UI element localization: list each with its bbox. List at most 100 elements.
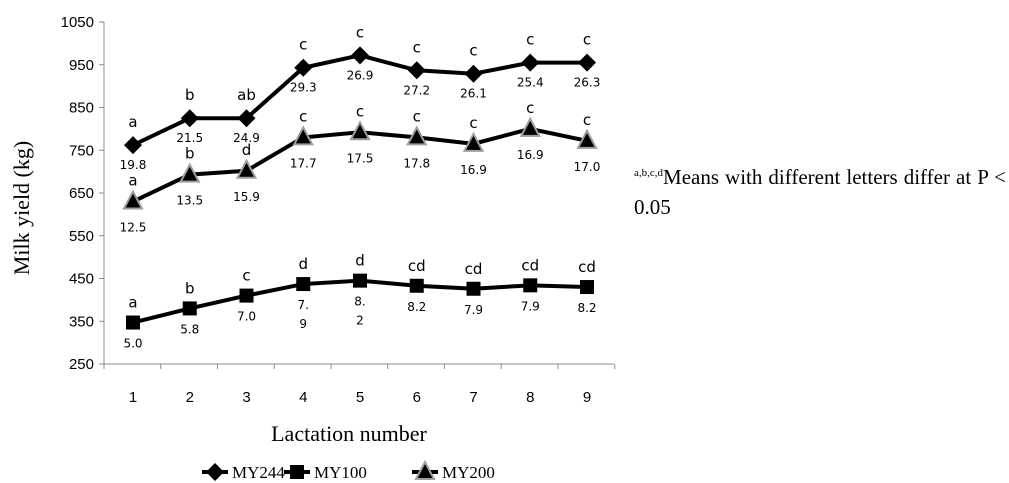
value-label-my100: 7.0 [237, 310, 256, 324]
value-label-line: 26.3 [574, 76, 601, 90]
y-tick-label: 950 [69, 57, 94, 74]
value-label-line: 17.8 [403, 156, 430, 170]
x-tick-label: 2 [186, 389, 194, 406]
footnote-text: Means with different letters differ at P… [634, 165, 1006, 219]
value-label-my200: 16.9 [460, 163, 487, 177]
value-label-line: 27.2 [403, 83, 430, 97]
value-label-line: 9 [299, 317, 307, 331]
value-label-my100: 5.8 [180, 322, 199, 336]
point-my100 [353, 273, 367, 288]
legend-label-my100: MY100 [314, 463, 367, 482]
value-label-line: 16.9 [517, 148, 544, 162]
value-label-my100: 7.9 [464, 303, 483, 317]
letter-label-my244: c [526, 31, 534, 49]
value-label-line: 8. [354, 295, 365, 309]
legend-label-my244: MY244 [232, 463, 285, 482]
y-tick-label: 250 [69, 356, 94, 373]
value-label-my244: 21.5 [176, 131, 203, 145]
point-my244 [407, 61, 426, 80]
letter-label-my244: c [413, 38, 421, 56]
value-label-my200: 17.8 [403, 156, 430, 170]
point-my244 [464, 64, 483, 83]
letter-label-my200: b [185, 145, 195, 163]
value-label-my200: 12.5 [120, 221, 147, 235]
point-my100 [126, 315, 140, 330]
value-label-line: 5.8 [180, 322, 199, 336]
letter-label-my200: c [583, 111, 591, 129]
y-tick-label: 350 [69, 313, 94, 330]
value-label-line: 5.0 [123, 337, 142, 351]
letter-label-my244: a [128, 113, 137, 131]
letter-label-my244: b [185, 86, 195, 104]
letter-label-my200: c [356, 102, 364, 120]
value-label-my244: 29.3 [290, 81, 317, 95]
value-label-my100: 8.2 [407, 300, 426, 314]
letter-label-my244: c [469, 42, 477, 60]
x-tick-label: 9 [583, 389, 591, 406]
value-label-line: 29.3 [290, 81, 317, 95]
value-label-line: 12.5 [120, 221, 147, 235]
value-label-line: 17.5 [347, 151, 374, 165]
letter-label-my200: c [413, 107, 421, 125]
y-tick-label: 450 [69, 271, 94, 288]
y-tick-labels: 250 350 450 550 650 750 850 950 1050 [61, 14, 94, 373]
value-label-my244: 26.3 [574, 76, 601, 90]
legend-label-my200: MY200 [442, 463, 495, 482]
point-my100 [239, 288, 254, 303]
value-label-line: 13.5 [176, 194, 203, 208]
value-label-my244: 27.2 [403, 83, 430, 97]
value-label-my244: 19.8 [120, 158, 147, 172]
letter-label-my100: cd [408, 257, 426, 275]
x-tick-label: 8 [526, 389, 534, 406]
value-label-my200: 15.9 [233, 190, 260, 204]
letter-label-my100: a [128, 294, 137, 312]
y-tick-label: 850 [69, 100, 94, 117]
value-label-line: 7. [298, 298, 309, 312]
value-label-line: 8.2 [577, 301, 596, 315]
x-tick-label: 6 [413, 389, 421, 406]
letter-label-my244: ab [237, 86, 256, 104]
letter-label-my100: cd [465, 260, 483, 278]
letter-label-my200: c [299, 107, 307, 125]
point-my100 [580, 280, 594, 295]
y-tick-label: 650 [69, 185, 94, 202]
significance-footnote: a,b,c,dMeans with different letters diff… [634, 162, 1006, 222]
legend-marker-my200 [414, 459, 436, 480]
value-label-line: 2 [356, 314, 364, 328]
value-label-line: 7.0 [237, 310, 256, 324]
point-my100 [296, 277, 311, 292]
x-tick-label: 4 [299, 389, 307, 406]
value-label-line: 19.8 [120, 158, 147, 172]
point-my200 [519, 116, 541, 137]
value-label-my200: 17.5 [347, 151, 374, 165]
letter-label-my100: d [355, 252, 365, 270]
letter-label-my200: a [128, 172, 137, 190]
letter-label-my244: c [356, 23, 364, 41]
point-my244 [124, 136, 142, 155]
x-tick-label: 1 [129, 389, 137, 406]
value-label-my200: 13.5 [176, 194, 203, 208]
y-tick-label: 750 [69, 142, 94, 159]
x-axis-title: Lactation number [271, 421, 427, 446]
point-my244 [521, 53, 540, 72]
legend-marker-my100 [290, 465, 304, 479]
y-tick-label: 550 [69, 228, 94, 245]
point-my200 [122, 189, 144, 210]
value-label-line: 26.1 [460, 87, 487, 101]
point-my200 [179, 162, 201, 183]
value-label-my100: 7.9 [298, 298, 309, 331]
point-my100 [523, 278, 538, 293]
point-my100 [466, 281, 481, 296]
point-my200 [349, 120, 371, 141]
value-label-my100: 8.2 [577, 301, 596, 315]
letter-label-my100: b [185, 279, 195, 297]
value-label-my200: 16.9 [517, 148, 544, 162]
point-my200 [235, 158, 258, 179]
point-my200 [406, 125, 428, 146]
letter-label-my244: c [583, 31, 591, 49]
point-my200 [292, 125, 314, 146]
chart-legend: MY244 MY100 MY200 [202, 459, 495, 482]
letter-label-my100: cd [578, 258, 596, 276]
